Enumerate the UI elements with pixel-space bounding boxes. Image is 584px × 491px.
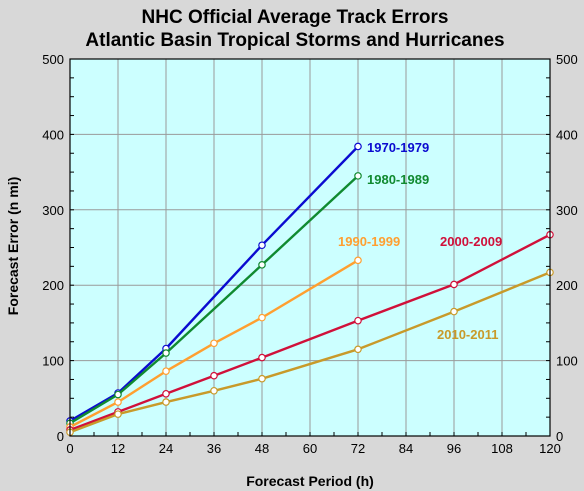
data-point bbox=[354, 345, 362, 354]
data-point bbox=[210, 386, 218, 395]
x-axis-label: Forecast Period (h) bbox=[246, 473, 374, 489]
data-point bbox=[354, 256, 362, 265]
x-tick-label: 0 bbox=[66, 441, 73, 456]
y-tick-label-left: 100 bbox=[42, 354, 64, 369]
chart-subtitle: Atlantic Basin Tropical Storms and Hurri… bbox=[85, 30, 504, 51]
series-line bbox=[69, 271, 551, 434]
x-tick-label: 60 bbox=[303, 441, 317, 456]
data-point bbox=[210, 339, 218, 348]
y-tick-label-left: 400 bbox=[42, 127, 64, 142]
x-tick-label: 84 bbox=[399, 441, 413, 456]
series-label-layer: 1970-1979 1980-1989 1990-1999 2000-2009 2010… bbox=[338, 140, 502, 342]
x-tick-label: 36 bbox=[207, 441, 221, 456]
y-tick-label-left: 500 bbox=[42, 52, 64, 67]
data-point bbox=[258, 241, 266, 250]
series-label: 1980-1989 bbox=[367, 172, 429, 187]
data-point bbox=[162, 349, 170, 357]
chart-title: NHC Official Average Track Errors bbox=[142, 7, 449, 28]
x-tick-label: 72 bbox=[351, 441, 365, 456]
series-label: 1990-1999 bbox=[338, 234, 400, 249]
data-point bbox=[162, 389, 170, 398]
data-point bbox=[450, 307, 458, 316]
x-tick-label: 12 bbox=[111, 441, 125, 456]
data-point bbox=[258, 353, 266, 362]
series-label: 2000-2009 bbox=[440, 234, 502, 249]
y-tick-label-right: 400 bbox=[556, 127, 578, 142]
data-point bbox=[210, 371, 218, 380]
data-point bbox=[450, 280, 458, 289]
data-point bbox=[114, 398, 122, 406]
data-point bbox=[258, 374, 266, 383]
y-tick-label-right: 0 bbox=[556, 429, 563, 444]
data-point bbox=[354, 142, 362, 151]
y-tick-label-left: 300 bbox=[42, 203, 64, 218]
y-tick-label-left: 200 bbox=[42, 278, 64, 293]
y-tick-label-left: 0 bbox=[57, 429, 64, 444]
y-tick-label-right: 100 bbox=[556, 354, 578, 369]
series-layer bbox=[66, 142, 554, 437]
series-2000-2009 bbox=[66, 230, 554, 434]
series-label: 1970-1979 bbox=[367, 140, 429, 155]
x-tick-label: 120 bbox=[539, 441, 561, 456]
data-point bbox=[354, 172, 362, 180]
x-tick-label: 96 bbox=[447, 441, 461, 456]
data-point bbox=[162, 398, 170, 406]
x-tick-label: 48 bbox=[255, 441, 269, 456]
series-line bbox=[69, 233, 551, 432]
y-tick-label-right: 500 bbox=[556, 52, 578, 67]
data-point bbox=[162, 367, 170, 375]
y-tick-label-right: 300 bbox=[556, 203, 578, 218]
data-point bbox=[258, 261, 266, 269]
data-point bbox=[354, 316, 362, 325]
series-label: 2010-2011 bbox=[437, 327, 498, 342]
data-point bbox=[114, 410, 122, 418]
y-axis-label: Forecast Error (n mi) bbox=[5, 177, 21, 315]
x-tick-label: 24 bbox=[159, 441, 173, 456]
series-line bbox=[69, 259, 359, 429]
data-point bbox=[114, 390, 122, 399]
data-point bbox=[258, 313, 266, 322]
x-tick-label: 108 bbox=[491, 441, 513, 456]
y-tick-label-right: 200 bbox=[556, 278, 578, 293]
